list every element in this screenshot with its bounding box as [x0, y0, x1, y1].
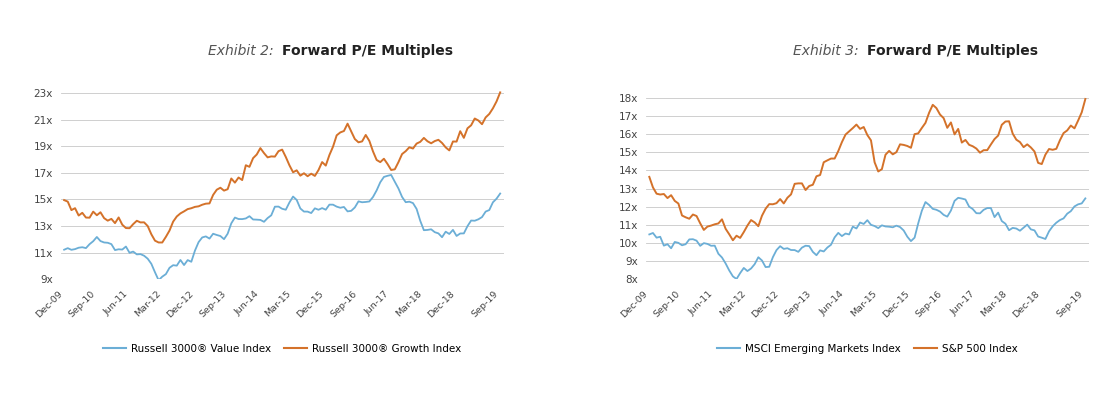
Text: Exhibit 3:: Exhibit 3: [793, 44, 867, 58]
Text: Exhibit 2:: Exhibit 2: [208, 44, 283, 58]
Legend: Russell 3000® Value Index, Russell 3000® Growth Index: Russell 3000® Value Index, Russell 3000®… [99, 340, 465, 358]
Text: Forward P/E Multiples: Forward P/E Multiples [283, 44, 453, 58]
Legend: MSCI Emerging Markets Index, S&P 500 Index: MSCI Emerging Markets Index, S&P 500 Ind… [713, 340, 1022, 358]
Text: Forward P/E Multiples: Forward P/E Multiples [867, 44, 1038, 58]
